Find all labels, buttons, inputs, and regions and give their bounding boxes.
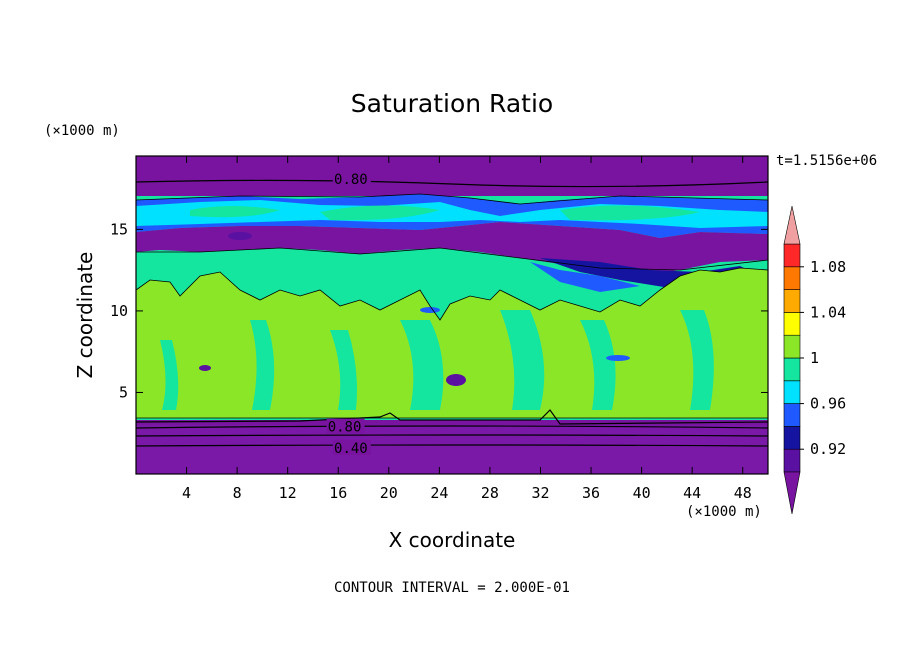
colorbar-label: 0.96 (810, 395, 846, 413)
region-moist-gap-5 (500, 310, 545, 410)
y-tick-label: 10 (110, 302, 128, 320)
region-upper-dry (136, 156, 768, 196)
x-tick-label: 48 (734, 484, 752, 502)
colorbar-over-arrow (783, 205, 801, 245)
colorbar-label: 1 (810, 349, 819, 367)
colorbar: 1.08 1.04 1 0.96 0.92 (783, 205, 846, 515)
x-unit-label: (×1000 m) (686, 504, 762, 520)
colorbar-bin (783, 357, 801, 382)
contour-label-bg (332, 170, 371, 186)
region-moist-gap-4 (400, 320, 444, 410)
region-moist-gap-2 (250, 320, 275, 410)
contour-label: 0.80 (334, 172, 368, 188)
colorbar-bin (783, 243, 801, 268)
region-boundary-layer-inner (136, 425, 768, 474)
x-tick-label: 40 (633, 484, 651, 502)
colorbar-label: 1.08 (810, 258, 846, 276)
contour-cloud-top (136, 193, 768, 205)
contour-label-bg (326, 418, 365, 434)
colorbar-bin (783, 403, 801, 427)
plot-frame (135, 155, 769, 475)
region-cloud-band-green-2 (320, 205, 440, 221)
colorbar-label: 1.04 (810, 303, 846, 321)
contour-towers (136, 267, 768, 321)
x-tick-label: 12 (279, 484, 297, 502)
y-axis: 5 10 15 (110, 220, 768, 401)
colorbar-bin (783, 448, 801, 473)
colorbar-bin (783, 426, 801, 450)
contour-moist-top (136, 247, 768, 271)
y-axis-title: Z coordinate (73, 252, 97, 379)
y-unit-label: (×1000 m) (44, 123, 120, 139)
time-label: t=1.5156e+06 (776, 153, 877, 169)
x-tick-label: 24 (430, 484, 448, 502)
contour-label-bg (332, 439, 371, 455)
x-tick-label: 36 (582, 484, 600, 502)
x-tick-label: 32 (531, 484, 549, 502)
pocket-dry-2 (199, 365, 211, 371)
x-tick-label: 20 (380, 484, 398, 502)
region-moist-gap-6 (580, 320, 616, 410)
x-tick-label: 8 (233, 484, 242, 502)
contour-label: 0.40 (334, 441, 368, 457)
chart-title: Saturation Ratio (351, 89, 553, 118)
contour-interval-footer: CONTOUR INTERVAL = 2.000E-01 (334, 580, 570, 596)
contour-080 (136, 425, 768, 429)
colorbar-bin (783, 289, 801, 313)
colorbar-bin (783, 312, 801, 336)
region-mid-dry-blue (530, 262, 640, 292)
region-cloud-band-green-1 (190, 206, 280, 218)
pocket-dry-3 (606, 355, 630, 361)
colorbar-bin (783, 380, 801, 404)
pocket-dry-4 (420, 307, 440, 313)
region-moist-gap-3 (330, 330, 357, 410)
region-moist-gap-1 (160, 340, 179, 410)
x-tick-label: 16 (329, 484, 347, 502)
colorbar-under-arrow (783, 471, 801, 515)
saturation-field (136, 156, 768, 474)
y-tick-label: 5 (119, 383, 128, 401)
colorbar-bin (783, 334, 801, 359)
region-moist-gap-7 (680, 310, 714, 410)
contour-040 (136, 444, 768, 447)
x-axis-title: X coordinate (389, 528, 516, 552)
x-tick-label: 28 (481, 484, 499, 502)
contour-label: 0.80 (328, 420, 362, 436)
y-tick-label: 15 (110, 220, 128, 238)
colorbar-label: 0.92 (810, 440, 846, 458)
x-axis: 4 8 12 16 20 24 28 32 36 40 44 48 (182, 156, 752, 502)
colorbar-bin (783, 266, 801, 290)
x-tick-label: 4 (182, 484, 191, 502)
contour-060 (136, 434, 768, 437)
region-mid-dry (136, 222, 768, 276)
pocket-dry-1 (446, 374, 466, 386)
x-tick-label: 44 (683, 484, 701, 502)
region-cloud-band-green-3 (560, 205, 700, 221)
contour-labels: 0.80 0.80 0.40 (326, 170, 371, 457)
pocket-dry-5 (228, 232, 252, 240)
contour-upper (136, 179, 768, 188)
